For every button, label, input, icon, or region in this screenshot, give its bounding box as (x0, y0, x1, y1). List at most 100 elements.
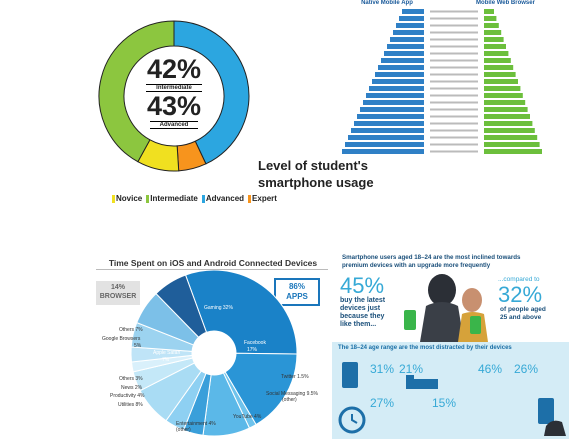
web-browser-bar (484, 79, 518, 84)
legend-swatch (146, 194, 150, 203)
slice-gaming (184, 270, 298, 355)
web-browser-bar (484, 51, 509, 56)
web-browser-bar (484, 142, 540, 147)
browser-label: BROWSER (99, 293, 137, 300)
stat-46: 46% (478, 362, 503, 376)
category-label-placeholder (430, 150, 478, 153)
intermediate-label: Intermediate (146, 84, 202, 92)
stat-45: 45% (340, 273, 385, 298)
mobile-web-header: Mobile Web Browser (476, 0, 535, 6)
label-google-pct: 5% (134, 343, 142, 349)
web-browser-bar (484, 44, 506, 49)
label-google-browsers: Google Browsers (102, 336, 141, 342)
category-label-placeholder (430, 10, 478, 13)
native-app-bar (402, 9, 424, 14)
legend-swatch (248, 194, 252, 203)
category-label-placeholder (430, 108, 478, 111)
label-social: Social Messaging 9.5% (266, 391, 318, 397)
stat-32-line: of people aged (500, 306, 546, 313)
stat-32-line: 25 and above (500, 314, 542, 321)
native-app-bar (357, 114, 424, 119)
stat-21: 21% (399, 362, 424, 376)
caption-line-1: Level of student's (258, 158, 368, 173)
native-app-bar (378, 65, 424, 70)
info-heading-line-1: Smartphone users aged 18–24 are the most… (342, 254, 521, 261)
native-app-bar (396, 23, 424, 28)
web-browser-bar (484, 37, 504, 42)
legend-item-intermediate: Intermediate (146, 194, 198, 203)
slice-advanced (173, 20, 250, 165)
web-browser-bar (484, 107, 528, 112)
native-app-bar (384, 51, 424, 56)
category-label-placeholder (430, 122, 478, 125)
category-label-placeholder (430, 59, 478, 62)
category-label-placeholder (430, 24, 478, 27)
time-spent-donut (130, 270, 298, 437)
category-label-placeholder (430, 101, 478, 104)
label-safari: Apple Safari (153, 350, 181, 356)
upgrade-infographic: Smartphone users aged 18–24 are the most… (332, 246, 569, 439)
info-heading-line-2: premium devices with an upgrade more fre… (342, 262, 491, 269)
web-browser-bar (484, 9, 494, 14)
label-social-sub: (other) (282, 397, 297, 403)
legend-item-advanced: Advanced (201, 194, 244, 203)
browser-share-box: 14% BROWSER (96, 281, 140, 305)
native-app-bar (351, 128, 424, 133)
title-rule (96, 269, 328, 270)
category-label-placeholder (430, 17, 478, 20)
web-browser-bar (484, 100, 526, 105)
label-others-7: Others 7% (119, 327, 143, 333)
web-browser-bar (484, 93, 523, 98)
stat-45-text: buy the latest devices just because they li… (340, 297, 385, 329)
web-browser-bar (484, 72, 516, 77)
legend-label: Novice (116, 194, 143, 203)
label-productivity: Productivity 4% (110, 393, 145, 399)
category-label-placeholder (430, 66, 478, 69)
legend-swatch (112, 194, 115, 203)
phone-icon (338, 362, 366, 434)
native-app-header: Native Mobile App (361, 0, 413, 6)
label-gaming: Gaming 32% (204, 305, 233, 311)
web-browser-bar (484, 149, 542, 154)
label-twitter: Twitter 1.5% (281, 374, 309, 380)
category-label-placeholder (430, 52, 478, 55)
web-browser-bar (484, 121, 533, 126)
legend-item-expert: Expert (248, 194, 277, 203)
native-app-bar (354, 121, 424, 126)
slice-intermediate (98, 20, 175, 163)
native-app-bar (360, 107, 424, 112)
legend-label: Intermediate (150, 194, 198, 203)
legend-label: Expert (252, 194, 277, 203)
hand-phone-icon (538, 398, 566, 436)
donut-caption: Level of student's smartphone usage (258, 157, 374, 191)
compared-text: ...compared to (498, 276, 540, 283)
apps-share-box: 86% APPS (274, 278, 320, 306)
category-label-placeholder (430, 143, 478, 146)
stat-32: 32% (498, 282, 543, 307)
label-safari-pct: 7% (162, 357, 170, 363)
web-browser-bar (484, 30, 502, 35)
native-app-bar (372, 79, 424, 84)
category-label-placeholder (430, 115, 478, 118)
web-browser-bar (484, 65, 514, 70)
stat-27: 27% (370, 396, 395, 410)
intermediate-percent: 42% (146, 54, 202, 84)
web-browser-bar (484, 86, 521, 91)
donut-center-text: 42% Intermediate 43% Advanced (140, 56, 208, 130)
legend-item-novice: Novice (112, 194, 142, 203)
native-app-bar (363, 100, 424, 105)
stat-45-line: devices just (340, 305, 381, 312)
advanced-label: Advanced (150, 121, 198, 129)
native-app-bar (393, 30, 424, 35)
native-app-bar (366, 93, 424, 98)
label-entertainment: Entertainment 4% (176, 421, 216, 427)
native-app-bar (345, 142, 424, 147)
category-label-placeholder (430, 94, 478, 97)
browser-percent: 14% (110, 284, 125, 291)
info-heading: Smartphone users aged 18–24 are the most… (342, 254, 562, 270)
stat-45-line: because they (340, 313, 385, 320)
legend-swatch (201, 194, 205, 203)
apps-label: APPS (286, 292, 308, 301)
web-browser-bar (484, 23, 499, 28)
stat-45-line: like them... (340, 321, 377, 328)
